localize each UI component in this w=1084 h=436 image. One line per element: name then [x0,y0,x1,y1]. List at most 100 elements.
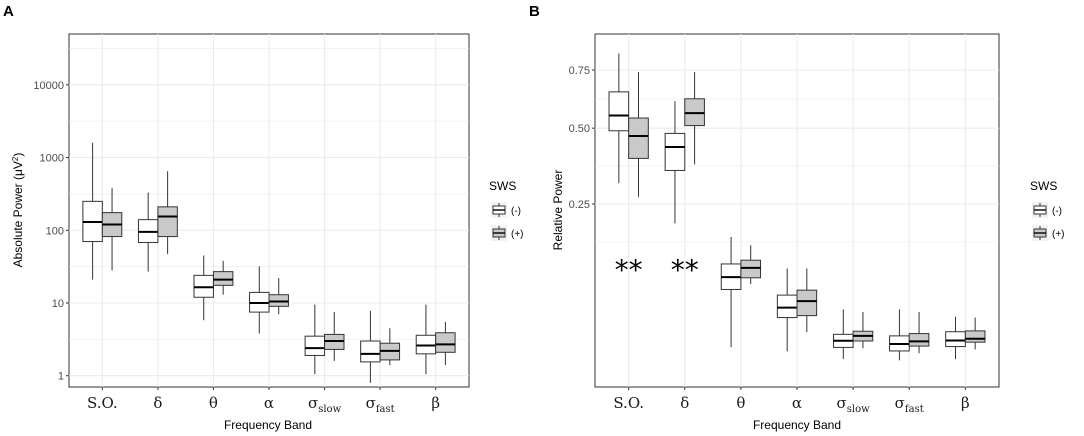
x-tick-label-sub: fast [376,404,395,415]
x-tick-label-sub: slow [847,404,870,415]
box-plus-0 [101,188,123,271]
panel-b-gridlines [595,34,999,387]
x-tick-label: σslow [837,394,871,415]
x-tick-label-sub: slow [318,404,341,415]
box-plus-1 [684,72,705,165]
y-tick-label: 10000 [33,80,64,92]
legend-label: (-) [511,206,521,217]
significance-marker: ** [671,254,699,287]
box-plus-4 [324,312,345,361]
box-iqr [776,294,798,319]
box-minus-0 [82,142,103,280]
box-plus-0 [628,72,649,197]
y-tick-label: 0.75 [569,65,590,77]
x-tick-label-main: θ [209,394,218,412]
box-minus-0 [608,53,630,184]
x-tick-label: δ [153,394,162,412]
x-tick-label-main: β [961,394,970,412]
panel-b-letter: B [529,3,540,20]
panel-b-legend: SWS (-) (+) [1030,179,1065,241]
box-plus-1 [157,171,178,255]
legend-label: (-) [1052,206,1062,217]
legend-item: (-) [491,202,521,218]
box-iqr [360,340,381,363]
legend-title: SWS [489,179,516,193]
panel-b-y-axis: 0.25 0.50 0.75 [569,65,595,211]
x-tick-label: σslow [308,394,342,415]
x-tick-label-main: σ [366,394,376,412]
box-plus-5 [908,311,930,354]
x-tick-label: S.O. [87,394,118,412]
panel-a-y-axis-title: Absolute Power (μV2) [11,153,26,268]
box-minus-2 [193,255,214,321]
panel-b-x-axis: S.O. δ θ α σslow σfast β [613,387,970,415]
panel-a-letter: A [3,3,14,20]
box-iqr [945,331,966,348]
box-plus-4 [852,311,874,349]
x-tick-label-main: σ [308,394,318,412]
box-iqr [664,132,686,171]
box-minus-5 [889,309,910,361]
y-tick-label: 10 [52,298,64,310]
x-tick-label: S.O. [613,394,644,412]
legend-item: (+) [1032,225,1065,241]
panel-a-y-axis-title-main: Absolute Power ( [11,176,25,267]
box-iqr [740,259,762,279]
legend-label: (+) [511,229,524,240]
box-iqr [908,333,930,347]
x-tick-label-main: S.O. [87,394,118,412]
box-plus-2 [212,260,234,295]
x-tick-label: θ [209,394,218,412]
box-iqr [304,335,326,356]
legend-label: (+) [1052,229,1065,240]
y-tick-label: 0.50 [569,123,590,135]
x-tick-label-main: δ [153,394,162,412]
box-iqr [796,289,818,317]
x-tick-label: α [264,394,274,412]
x-tick-label-main: S.O. [613,394,644,412]
x-tick-label-main: δ [680,394,689,412]
box-iqr [964,330,986,343]
box-plus-6 [964,317,986,350]
box-minus-3 [249,266,270,334]
panel-a-x-axis-title: Frequency Band [224,418,312,432]
x-tick-label: σfast [895,394,924,415]
panel-a-boxes [82,142,456,383]
box-minus-1 [664,101,686,224]
x-tick-label: β [961,394,970,412]
panel-a-y-axis-title-unit: μV [11,161,25,176]
panel-b: B ** ** 0.250.500.75 S.O. δ θ α σslow σfast β F… [529,3,1000,432]
panel-b-y-axis-title: Relative Power [551,170,565,251]
x-tick-label: σfast [366,394,395,415]
x-tick-label: θ [736,394,745,412]
x-tick-label: δ [680,394,689,412]
box-iqr [608,91,630,132]
box-minus-4 [832,309,854,360]
box-iqr [157,206,178,238]
box-minus-3 [776,268,798,352]
panel-a-gridlines [69,34,469,387]
box-plus-2 [740,245,762,285]
panel-b-x-axis-title: Frequency Band [753,418,841,432]
panel-a-legend: SWS (-) (+) [489,179,524,241]
legend-item: (-) [1032,202,1062,218]
box-plus-3 [796,268,818,333]
panel-b-boxes [608,53,986,361]
x-tick-label-main: σ [895,394,905,412]
x-tick-label: α [792,394,802,412]
y-tick-label: 1 [58,371,64,383]
x-tick-label-main: β [431,394,440,412]
box-plus-3 [268,278,289,315]
box-minus-6 [945,316,966,360]
panel-a-y-axis: 1 10 100 1000 10000 [33,80,69,383]
y-tick-label: 0.25 [569,199,590,211]
box-plus-5 [379,328,401,366]
box-iqr [628,117,649,159]
box-minus-2 [720,236,742,348]
box-iqr [435,332,456,353]
panel-a-x-axis: S.O. δ θ α σslow σfast β [87,387,440,415]
panel-a-y-axis-title-close: ) [11,153,25,157]
x-tick-label-main: α [792,394,802,412]
box-plus-6 [435,321,456,366]
